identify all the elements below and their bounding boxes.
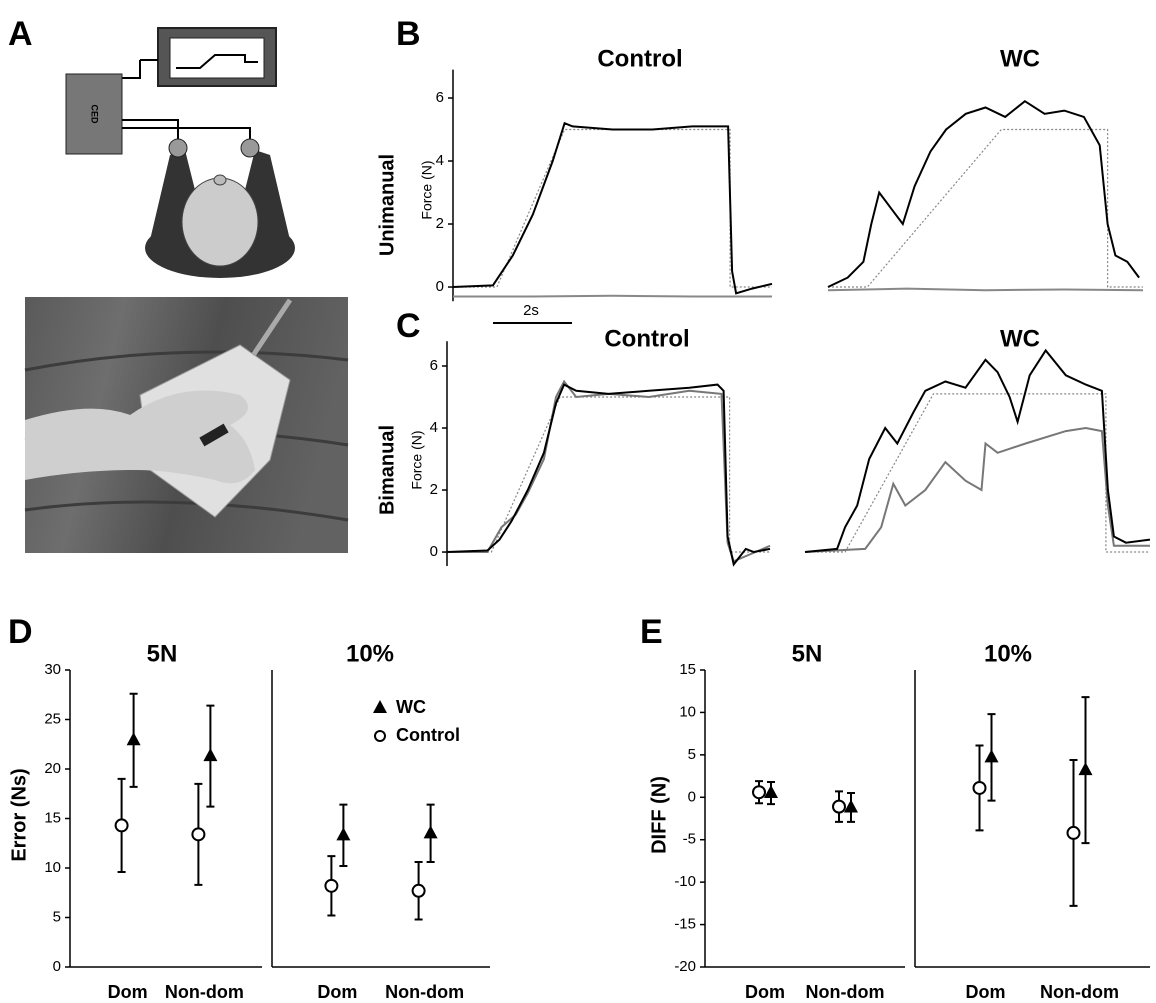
y-tick-label: 0 [688, 788, 696, 805]
x-tick-label: Non-dom [806, 982, 885, 1002]
row-label: Unimanual [376, 154, 398, 256]
chart-title: Control [604, 325, 689, 352]
x-tick-label: Dom [745, 982, 785, 1002]
y-tick-label: 2 [430, 481, 438, 498]
marker-triangle [423, 825, 438, 839]
force-trace [827, 99, 1140, 288]
y-tick-label: 25 [44, 710, 61, 727]
y-tick-label: -15 [674, 916, 696, 933]
marker-circle [411, 883, 426, 898]
force-trace [805, 393, 1150, 553]
marker-triangle [844, 799, 858, 813]
marker-circle [972, 780, 987, 795]
force-trace [804, 348, 1151, 553]
y-tick-label: 4 [436, 152, 444, 169]
marker-triangle [203, 748, 218, 762]
chart-title: 10% [346, 640, 394, 667]
y-tick-label: 0 [430, 543, 438, 560]
y-axis-label: DIFF (N) [648, 776, 670, 854]
force-trace [447, 379, 771, 563]
y-axis-label: Error (Ns) [8, 768, 30, 861]
y-tick-label: -5 [683, 831, 696, 848]
marker-circle [191, 827, 206, 842]
device-label: CED [90, 104, 100, 124]
y-tick-label: 15 [679, 661, 696, 678]
force-trace [446, 383, 771, 567]
y-tick-label: 10 [44, 859, 61, 876]
x-tick-label: Dom [108, 982, 148, 1002]
x-tick-label: Dom [317, 982, 357, 1002]
y-tick-label: 6 [436, 89, 444, 106]
force-trace [828, 128, 1143, 288]
force-trace [827, 287, 1144, 292]
marker-circle [752, 785, 766, 800]
row-label: Bimanual [376, 425, 398, 515]
device-photo [24, 297, 349, 553]
legend-label: Control [396, 725, 460, 745]
legend-marker [374, 730, 386, 742]
y-tick-label: 6 [430, 357, 438, 374]
panel-label: B [396, 15, 421, 53]
y-axis-label: Force (N) [419, 160, 435, 219]
marker-triangle [764, 785, 778, 799]
legend-marker [373, 700, 387, 713]
force-trace [453, 294, 772, 298]
marker-triangle [1078, 762, 1093, 776]
force-trace [453, 128, 772, 288]
scale-bar-label: 2s [523, 302, 539, 319]
chart-title: 5N [792, 640, 823, 667]
y-tick-label: 0 [53, 958, 61, 975]
chart-title: WC [1000, 325, 1040, 352]
y-tick-label: 4 [430, 419, 438, 436]
y-tick-label: -20 [674, 958, 696, 975]
y-tick-label: 0 [436, 278, 444, 295]
legend-label: WC [396, 697, 426, 717]
y-axis-label: Force (N) [409, 430, 425, 489]
y-tick-label: 20 [44, 760, 61, 777]
chart-title: 5N [147, 640, 178, 667]
panel-label: E [640, 613, 663, 651]
marker-triangle [126, 732, 141, 746]
marker-circle [1066, 825, 1081, 840]
setup-diagram: CED [65, 27, 295, 278]
marker-circle [324, 878, 339, 893]
force-trace [447, 396, 770, 553]
marker-triangle [336, 827, 351, 841]
force-trace [804, 426, 1150, 553]
marker-circle [114, 818, 129, 833]
panel-label: C [396, 307, 421, 345]
y-tick-label: 15 [44, 809, 61, 826]
y-tick-label: 2 [436, 215, 444, 232]
marker-triangle [984, 749, 999, 763]
chart-title: WC [1000, 45, 1040, 72]
force-trace [452, 121, 773, 295]
y-tick-label: -10 [674, 873, 696, 890]
chart-title: 10% [984, 640, 1032, 667]
y-tick-label: 30 [44, 661, 61, 678]
y-tick-label: 10 [679, 703, 696, 720]
x-tick-label: Dom [966, 982, 1006, 1002]
marker-circle [832, 799, 846, 814]
x-tick-label: Non-dom [1040, 982, 1119, 1002]
y-tick-label: 5 [53, 908, 61, 925]
x-tick-label: Non-dom [165, 982, 244, 1002]
y-tick-label: 5 [688, 746, 696, 763]
panel-label: A [8, 15, 33, 53]
chart-title: Control [597, 45, 682, 72]
x-tick-label: Non-dom [385, 982, 464, 1002]
panel-label: D [8, 613, 33, 651]
